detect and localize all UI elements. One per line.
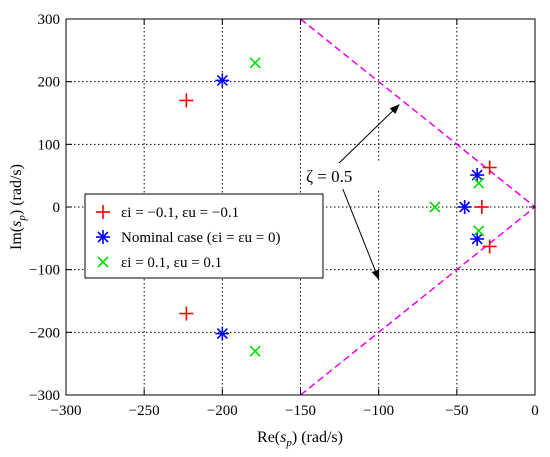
pole-marker-series-2 [215, 326, 230, 341]
pole-marker-series-3 [249, 345, 261, 357]
tick-marks [65, 18, 536, 396]
y-axis-label: Im(sp) (rad/s) [8, 164, 28, 250]
pole-marker-series-1 [179, 93, 194, 108]
x-tick-label: −200 [207, 403, 238, 419]
annotation-arrow-lower [341, 186, 380, 280]
pole-marker-series-3 [473, 177, 485, 189]
pole-marker-series-3 [473, 225, 485, 237]
x-tick-label: 0 [531, 403, 539, 419]
y-tick-label: 0 [53, 200, 61, 216]
pole-marker-series-1 [482, 239, 497, 254]
x-tick-label: −100 [363, 403, 394, 419]
zeta-annotation: ζ = 0.5 [304, 104, 400, 280]
pole-marker-series-2 [457, 200, 472, 214]
y-tick-label: 200 [38, 75, 61, 91]
x-tick-label: −250 [129, 403, 160, 419]
pole-marker-series-2 [215, 73, 230, 88]
legend-box [84, 193, 324, 279]
y-tick-label: −200 [29, 325, 60, 341]
y-tick-label: −300 [29, 388, 60, 404]
annotation-text: ζ = 0.5 [306, 167, 352, 186]
annotation-background [304, 163, 384, 189]
legend-entry-3: εi = 0.1, εu = 0.1 [121, 255, 222, 271]
x-tick-label: −300 [51, 403, 82, 419]
y-tick-label: 100 [38, 137, 61, 153]
y-tick-label: −100 [29, 263, 60, 279]
x-tick-label: −50 [445, 403, 468, 419]
annotation-arrow-upper [335, 104, 400, 167]
legend-entry-1: εi = −0.1, εu = −0.1 [121, 205, 239, 221]
x-axis-label: Re(sp) (rad/s) [257, 429, 343, 449]
legend-marker-1 [96, 205, 110, 219]
pole-marker-series-3 [429, 201, 441, 213]
legend-marker-3 [97, 256, 109, 268]
pole-markers [179, 57, 497, 357]
x-tick-label: −150 [285, 403, 316, 419]
pole-marker-series-1 [474, 200, 489, 214]
legend-marker-2 [96, 230, 110, 244]
pole-marker-series-3 [249, 57, 261, 69]
legend: εi = −0.1, εu = −0.1 Nominal case (εi = ε… [84, 193, 324, 279]
pole-marker-series-2 [470, 168, 485, 183]
pole-marker-series-1 [179, 306, 194, 321]
y-tick-label: 300 [38, 12, 61, 28]
tick-labels: −300 −250 −200 −150 −100 −50 0 −300 −200 −100 0 100… [29, 12, 539, 419]
pole-marker-series-1 [482, 160, 497, 175]
legend-entry-2: Nominal case (εi = εu = 0) [121, 230, 280, 246]
